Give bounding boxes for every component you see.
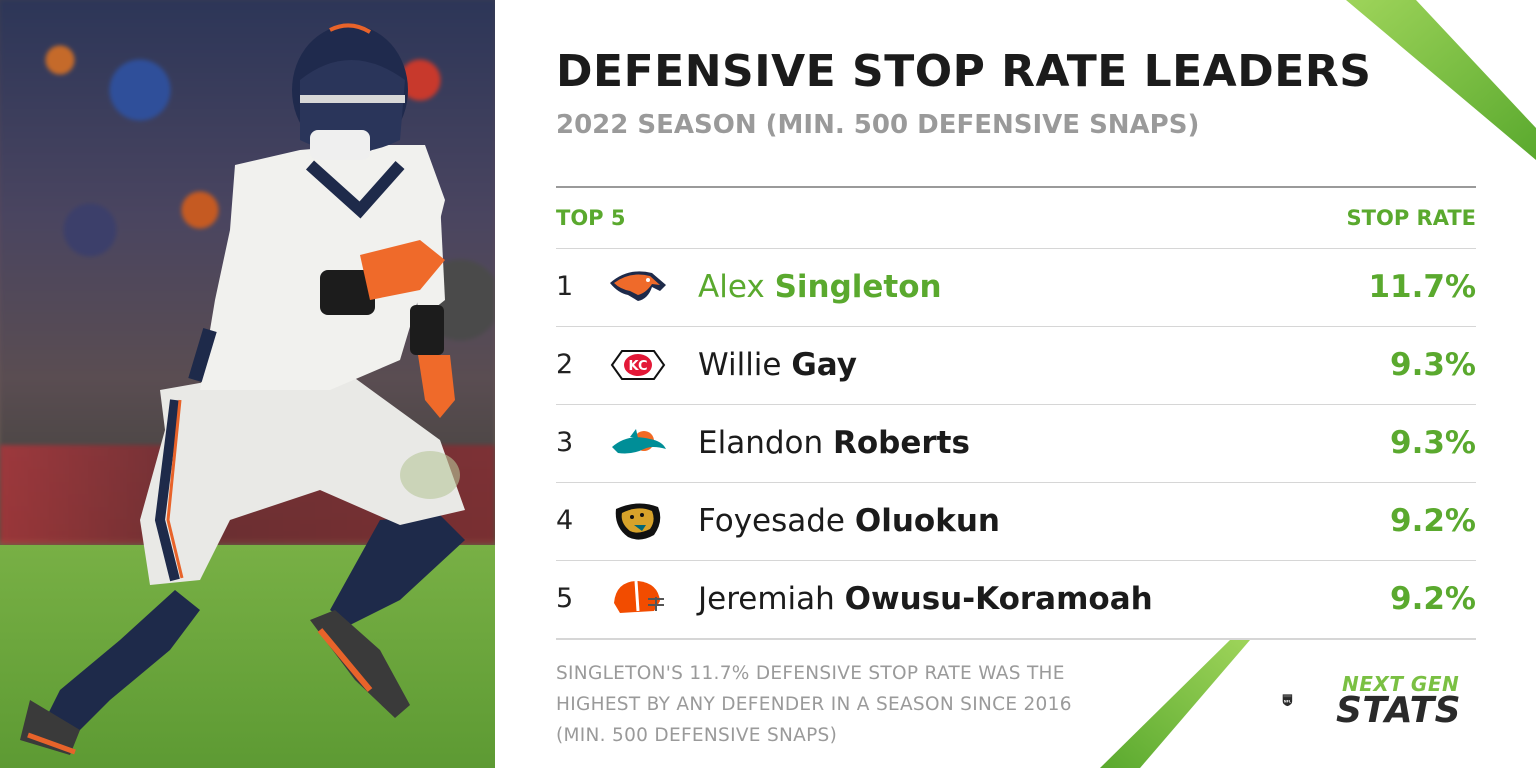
table-row: 5 Jeremiah Owusu-Koramoah 9.2%	[556, 560, 1476, 640]
table-row: 3 Elandon Roberts 9.3%	[556, 404, 1476, 482]
table-row: 2 KC Willie Gay 9.3%	[556, 326, 1476, 404]
chiefs-logo-icon: KC	[610, 350, 666, 380]
top5-header: TOP 5	[556, 206, 626, 230]
first-name: Willie	[698, 347, 782, 383]
rank-number: 5	[556, 583, 574, 614]
first-name: Jeremiah	[698, 581, 835, 617]
player-name: Foyesade Oluokun	[698, 503, 1000, 539]
browns-logo-icon	[614, 580, 664, 613]
nfl-shield-icon: NFL	[1282, 694, 1293, 707]
first-name: Elandon	[698, 425, 824, 461]
table-row: 1 Alex Singleton 11.7%	[556, 248, 1476, 326]
leaders-table: 1 Alex Singleton 11.7% 2 KC Willie Gay 9…	[556, 248, 1476, 640]
corner-stripe-graphic	[1346, 0, 1536, 160]
svg-text:KC: KC	[628, 359, 647, 374]
rank-number: 1	[556, 271, 574, 302]
bottom-stripe-graphic	[1100, 640, 1250, 768]
first-name: Foyesade	[698, 503, 846, 539]
footnote-text: SINGLETON'S 11.7% DEFENSIVE STOP RATE WA…	[556, 663, 1072, 746]
broncos-logo-icon	[610, 271, 666, 301]
player-name: Elandon Roberts	[698, 425, 970, 461]
ngs-logo-stats: STATS	[1336, 690, 1462, 731]
stop-rate-value: 9.2%	[1390, 503, 1476, 539]
last-name: Oluokun	[854, 503, 1000, 539]
rank-number: 2	[556, 349, 574, 380]
jaguars-logo-icon	[615, 503, 661, 540]
stop-rate-value: 9.2%	[1390, 581, 1476, 617]
first-name: Alex	[698, 269, 765, 305]
player-name: Alex Singleton	[698, 269, 942, 305]
header-divider	[556, 186, 1476, 188]
stop-rate-header: STOP RATE	[1346, 206, 1476, 230]
shield-text: NFL	[1284, 699, 1292, 703]
stop-rate-value: 9.3%	[1390, 425, 1476, 461]
last-name: Gay	[791, 347, 857, 383]
page-subtitle: 2022 SEASON (MIN. 500 DEFENSIVE SNAPS)	[556, 110, 1200, 140]
stop-rate-value: 9.3%	[1390, 347, 1476, 383]
table-row: 4 Foyesade Oluokun 9.2%	[556, 482, 1476, 560]
rank-number: 3	[556, 427, 574, 458]
player-figure	[20, 23, 465, 755]
last-name: Owusu-Koramoah	[844, 581, 1153, 617]
page-title: DEFENSIVE STOP RATE LEADERS	[556, 46, 1372, 97]
ngs-logo-next-gen: NEXT GEN	[1342, 672, 1460, 696]
stop-rate-value: 11.7%	[1368, 269, 1476, 305]
rank-number: 4	[556, 505, 574, 536]
player-name: Willie Gay	[698, 347, 857, 383]
dolphins-logo-icon	[612, 429, 666, 454]
last-name: Roberts	[833, 425, 970, 461]
last-name: Singleton	[774, 269, 942, 305]
player-name: Jeremiah Owusu-Koramoah	[698, 581, 1153, 617]
player-photo	[0, 0, 495, 768]
